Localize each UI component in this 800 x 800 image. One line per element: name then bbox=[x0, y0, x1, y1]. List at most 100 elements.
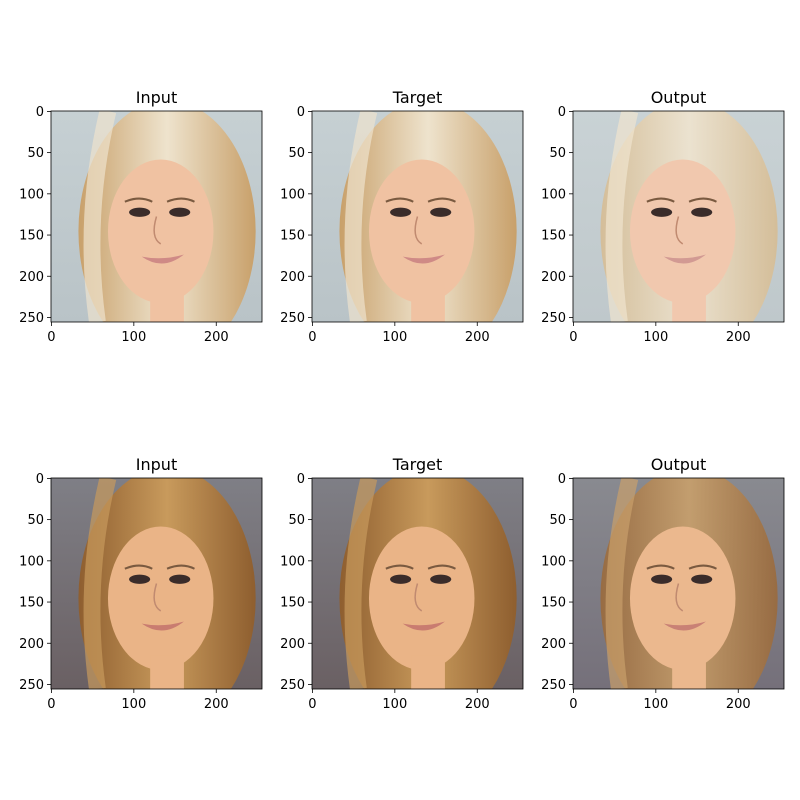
nose bbox=[675, 216, 684, 245]
right-eye bbox=[169, 207, 191, 217]
hair-strand bbox=[344, 478, 378, 689]
hair-strand bbox=[605, 478, 639, 689]
axes-frame bbox=[311, 110, 524, 323]
y-tick-label: 100 bbox=[280, 187, 305, 202]
nose bbox=[414, 216, 423, 245]
neck bbox=[150, 288, 184, 322]
axes-frame bbox=[50, 477, 263, 690]
y-tick-label: 200 bbox=[280, 270, 305, 285]
hair-strand bbox=[83, 478, 117, 689]
panel-title: Target bbox=[392, 88, 443, 107]
x-tick-label: 200 bbox=[726, 330, 751, 345]
y-tick-label: 50 bbox=[288, 146, 305, 161]
right-brow bbox=[688, 564, 717, 570]
nose bbox=[675, 583, 684, 612]
y-tick-label: 0 bbox=[297, 105, 305, 120]
neck bbox=[150, 655, 184, 689]
hair-strand bbox=[83, 111, 117, 322]
nose bbox=[153, 216, 162, 245]
left-brow bbox=[124, 564, 153, 570]
y-tick-label: 200 bbox=[541, 270, 566, 285]
y-tick-label: 200 bbox=[19, 270, 44, 285]
left-brow bbox=[646, 564, 675, 570]
y-tick-label: 150 bbox=[541, 596, 566, 611]
lips bbox=[663, 621, 706, 631]
panel-title: Input bbox=[136, 88, 177, 107]
y-tick-label: 250 bbox=[19, 678, 44, 693]
y-tick-label: 0 bbox=[558, 105, 566, 120]
lips bbox=[141, 621, 184, 631]
left-eye bbox=[651, 574, 673, 584]
y-tick-label: 100 bbox=[541, 554, 566, 569]
y-tick-label: 100 bbox=[280, 554, 305, 569]
face bbox=[368, 526, 475, 671]
panel-title: Input bbox=[136, 455, 177, 474]
right-brow bbox=[166, 197, 195, 203]
neck bbox=[672, 655, 706, 689]
y-tick-label: 100 bbox=[19, 187, 44, 202]
right-eye bbox=[430, 574, 452, 584]
panel-title: Output bbox=[651, 88, 707, 107]
lips bbox=[402, 254, 445, 264]
face bbox=[107, 159, 214, 304]
y-tick-label: 150 bbox=[280, 229, 305, 244]
left-eye bbox=[390, 574, 412, 584]
y-tick-label: 150 bbox=[541, 229, 566, 244]
x-tick-label: 100 bbox=[382, 697, 407, 712]
x-tick-label: 100 bbox=[643, 330, 668, 345]
neck bbox=[411, 655, 445, 689]
x-tick-label: 0 bbox=[308, 697, 316, 712]
y-tick-label: 200 bbox=[19, 637, 44, 652]
right-eye bbox=[430, 207, 452, 217]
x-tick-label: 0 bbox=[569, 330, 577, 345]
x-tick-label: 100 bbox=[121, 697, 146, 712]
lips bbox=[663, 254, 706, 264]
right-brow bbox=[427, 564, 456, 570]
y-tick-label: 250 bbox=[541, 311, 566, 326]
panel-title: Output bbox=[651, 455, 707, 474]
y-tick-label: 200 bbox=[541, 637, 566, 652]
y-tick-label: 250 bbox=[541, 678, 566, 693]
x-tick-label: 0 bbox=[569, 697, 577, 712]
x-tick-label: 0 bbox=[47, 330, 55, 345]
axes-frame bbox=[572, 110, 785, 323]
hair-strand bbox=[605, 111, 639, 322]
left-eye bbox=[651, 207, 673, 217]
left-brow bbox=[385, 564, 414, 570]
y-tick-label: 250 bbox=[280, 678, 305, 693]
right-brow bbox=[427, 197, 456, 203]
left-brow bbox=[646, 197, 675, 203]
x-tick-label: 100 bbox=[121, 330, 146, 345]
right-eye bbox=[169, 574, 191, 584]
x-tick-label: 100 bbox=[382, 330, 407, 345]
lips bbox=[141, 254, 184, 264]
y-tick-label: 0 bbox=[36, 472, 44, 487]
right-eye bbox=[691, 207, 713, 217]
y-tick-label: 200 bbox=[280, 637, 305, 652]
x-tick-label: 200 bbox=[465, 697, 490, 712]
left-eye bbox=[129, 574, 151, 584]
axes-frame bbox=[311, 477, 524, 690]
y-tick-label: 50 bbox=[27, 513, 44, 528]
y-tick-label: 50 bbox=[288, 513, 305, 528]
x-tick-label: 0 bbox=[308, 330, 316, 345]
y-tick-label: 50 bbox=[549, 146, 566, 161]
x-tick-label: 200 bbox=[465, 330, 490, 345]
nose bbox=[153, 583, 162, 612]
y-tick-label: 0 bbox=[558, 472, 566, 487]
nose bbox=[414, 583, 423, 612]
axes-frame bbox=[50, 110, 263, 323]
y-tick-label: 0 bbox=[36, 105, 44, 120]
right-brow bbox=[166, 564, 195, 570]
axes-frame bbox=[572, 477, 785, 690]
x-tick-label: 100 bbox=[643, 697, 668, 712]
x-tick-label: 200 bbox=[726, 697, 751, 712]
face bbox=[629, 526, 736, 671]
y-tick-label: 150 bbox=[19, 229, 44, 244]
